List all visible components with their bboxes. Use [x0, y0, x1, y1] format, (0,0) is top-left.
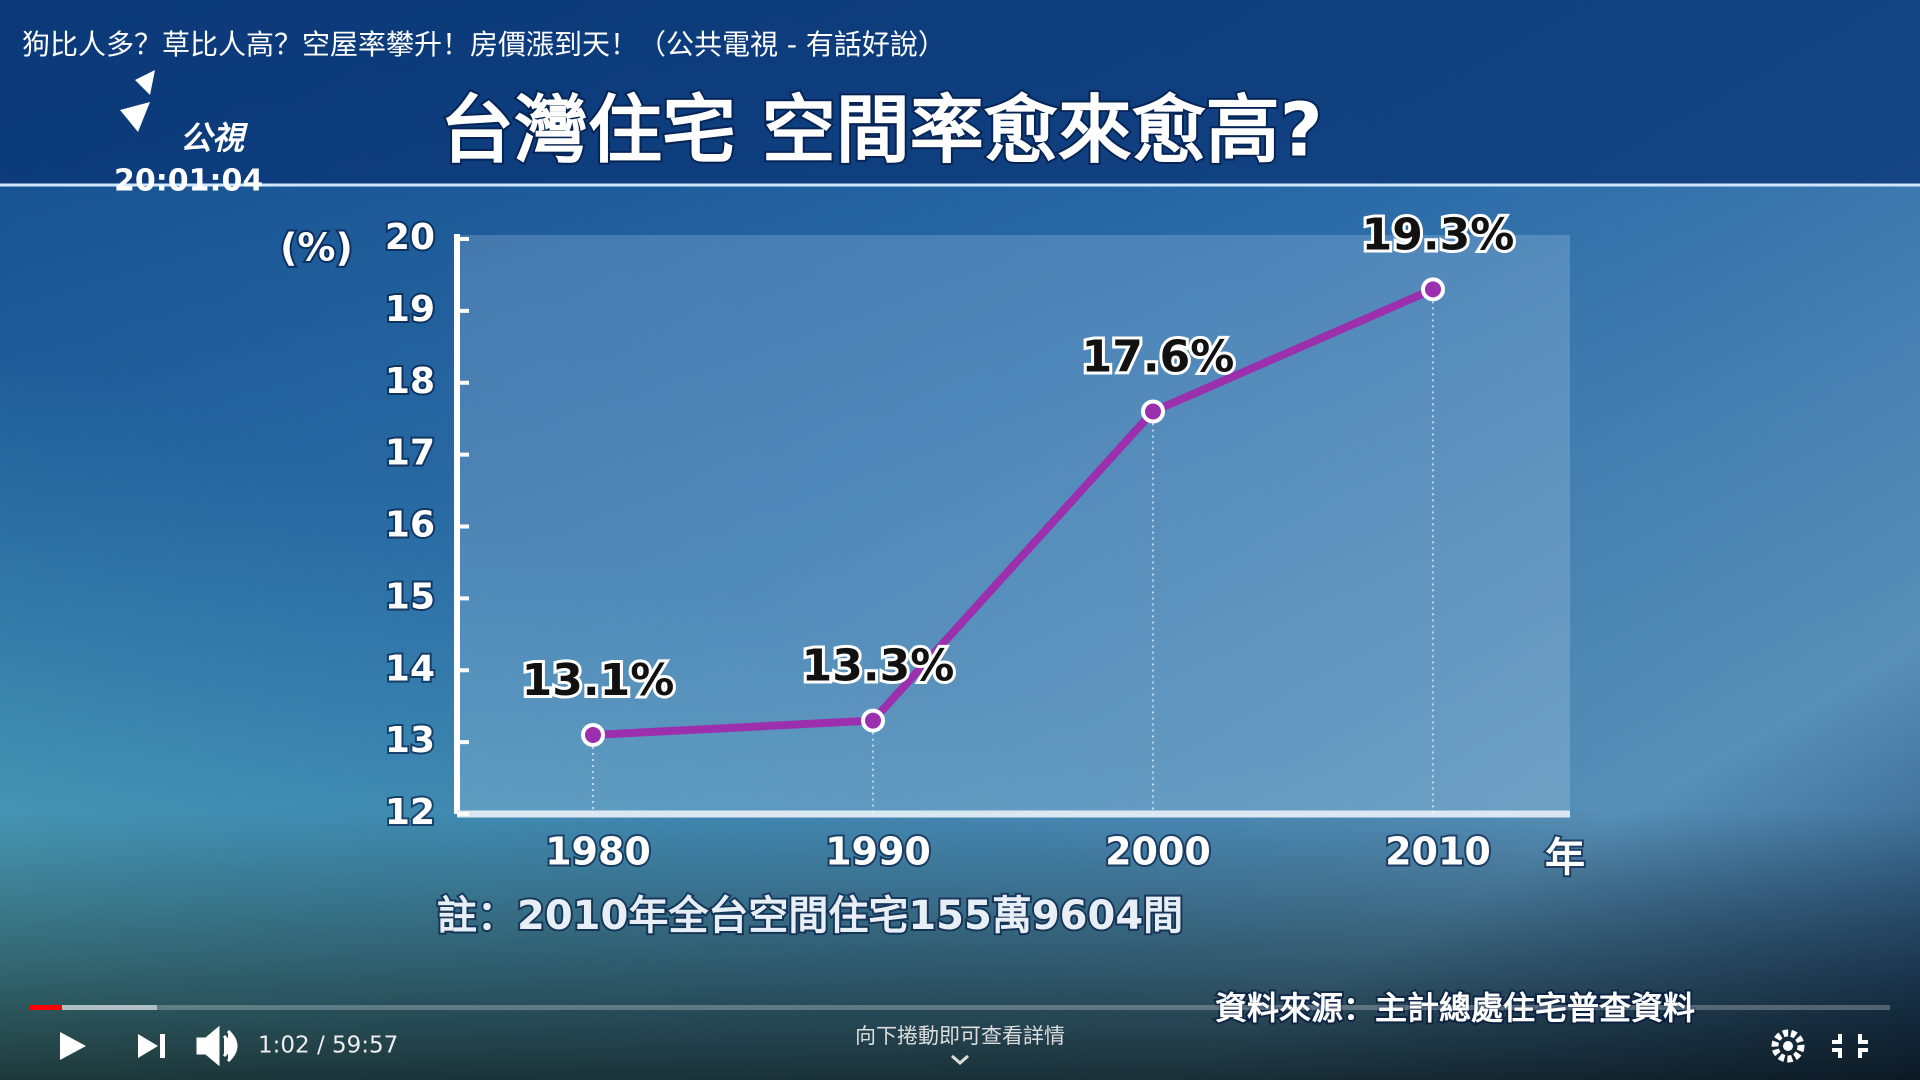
logo-mark: [120, 70, 155, 132]
logo-name: 公視: [180, 119, 249, 157]
data-label: 13.3%: [802, 641, 955, 692]
volume-button[interactable]: [196, 1025, 238, 1067]
y-tick-label: 20: [385, 217, 435, 258]
scroll-hint[interactable]: 向下捲動即可查看詳情: [855, 1024, 1065, 1048]
x-tick-label: 2010: [1385, 830, 1491, 874]
gear-center: [1783, 1041, 1793, 1051]
gear: [1771, 1029, 1805, 1063]
time-display: 1:02 / 59:57: [258, 1033, 398, 1059]
progress-track[interactable]: [30, 1005, 1890, 1010]
y-tick-label: 14: [385, 648, 435, 689]
logo-clock: 20:01:04: [114, 164, 263, 199]
progress-played: [30, 1005, 62, 1010]
y-tick-label: 17: [385, 433, 435, 474]
next-button[interactable]: [138, 1034, 165, 1058]
progress-buffered: [30, 1005, 157, 1010]
data-label: 13.1%: [522, 655, 675, 706]
y-tick-label: 16: [385, 505, 435, 546]
x-tick-label: 2000: [1105, 830, 1211, 874]
y-axis-label: (%): [280, 226, 353, 270]
exit-fullscreen-button[interactable]: [1832, 1034, 1868, 1058]
settings-button[interactable]: [1771, 1029, 1805, 1063]
y-tick-label: 19: [385, 289, 435, 330]
play-button[interactable]: [60, 1032, 86, 1060]
scroll-chevron[interactable]: [951, 1054, 969, 1065]
player-controls: 1:02 / 59:57 向下捲動即可查看詳情: [30, 1005, 1890, 1067]
channel-logo: 公視 20:01:04: [114, 70, 263, 199]
y-tick-label: 12: [385, 792, 435, 833]
data-label: 17.6%: [1082, 332, 1235, 383]
data-point: [581, 722, 605, 747]
x-axis-label: 年: [1545, 835, 1585, 881]
data-point: [861, 708, 885, 733]
source-note: 資料來源：主計總處住宅普查資料: [1215, 989, 1695, 1027]
y-tick-label: 18: [385, 361, 435, 402]
data-label: 19.3%: [1362, 209, 1515, 260]
y-tick-label: 15: [385, 576, 435, 617]
x-tick-label: 1980: [545, 830, 651, 874]
x-tick-label: 1990: [825, 830, 931, 874]
data-point: [1141, 399, 1165, 424]
chart-note: 註：2010年全台空間住宅155萬9604間: [437, 893, 1183, 939]
data-line: [592, 285, 1435, 739]
video-title: 狗比人多？草比人高？空屋率攀升！房價漲到天！（公共電視 - 有話好說）: [22, 28, 946, 61]
data-point: [1421, 277, 1445, 302]
y-tick-label: 13: [385, 720, 435, 761]
chart-title: 台灣住宅 空間率愈來愈高?: [440, 88, 1323, 174]
